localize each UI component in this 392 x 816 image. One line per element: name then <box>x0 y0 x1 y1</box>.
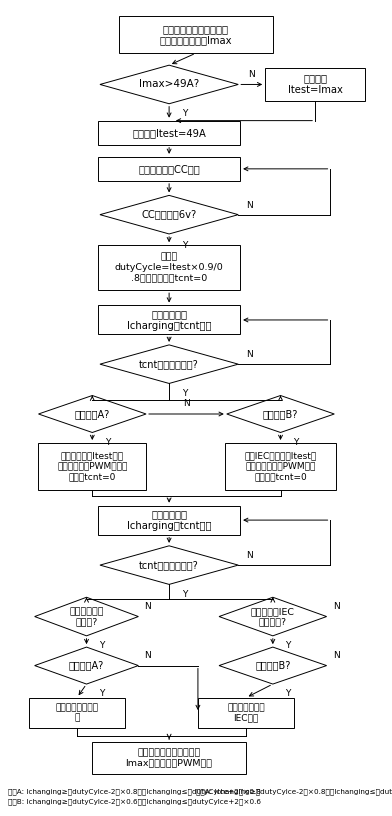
Polygon shape <box>34 647 138 684</box>
Polygon shape <box>219 647 327 684</box>
FancyBboxPatch shape <box>98 506 240 534</box>
Text: 测试电流Itest=49A: 测试电流Itest=49A <box>132 127 206 138</box>
Polygon shape <box>219 597 327 636</box>
Polygon shape <box>38 396 146 432</box>
Text: N: N <box>183 399 190 408</box>
Text: Y: Y <box>99 690 105 698</box>
Text: Y: Y <box>182 589 187 599</box>
Text: Y: Y <box>99 641 105 650</box>
Text: 设定标准类型为
IEC标准: 设定标准类型为 IEC标准 <box>227 703 265 723</box>
Polygon shape <box>227 396 334 432</box>
Text: N: N <box>333 651 339 660</box>
FancyBboxPatch shape <box>98 245 240 290</box>
Text: Y: Y <box>285 641 291 650</box>
Polygon shape <box>100 195 238 234</box>
Text: Y: Y <box>293 437 299 446</box>
Text: 上次检测为IEC
标准类型?: 上次检测为IEC 标准类型? <box>251 607 295 626</box>
Text: N: N <box>246 551 252 560</box>
FancyBboxPatch shape <box>98 305 240 335</box>
Text: 满足条件B?: 满足条件B? <box>255 661 290 671</box>
FancyBboxPatch shape <box>98 121 240 144</box>
Text: 条件A: Ichanging≥（dutyCylce-2）×0.8并且Ichanging≤（dutyCylce+2）×0.8: 条件A: Ichanging≥（dutyCylce-2）×0.8并且Ichang… <box>8 788 261 795</box>
Text: 按照检测的标准类型输出
Imax电流对应的PWM信号: 按照检测的标准类型输出 Imax电流对应的PWM信号 <box>125 748 212 768</box>
Polygon shape <box>100 345 238 384</box>
Text: N: N <box>246 201 252 210</box>
Text: Y: Y <box>285 690 291 698</box>
FancyBboxPatch shape <box>38 443 146 490</box>
Text: 满足条件B?: 满足条件B? <box>263 409 298 419</box>
Text: Y: Y <box>105 437 110 446</box>
FancyBboxPatch shape <box>29 698 125 728</box>
Text: CC信号等于6v?: CC信号等于6v? <box>142 210 197 220</box>
Text: 满足条件A?: 满足条件A? <box>74 409 110 419</box>
Text: 条件B: Ichanging≥（dutyCylce-2）×0.6并且Ichanging≤（dutyCylce+2）×0.6: 条件B: Ichanging≥（dutyCylce-2）×0.6并且Ichang… <box>8 798 261 805</box>
Text: 上次检测为国
标类型?: 上次检测为国 标类型? <box>69 607 104 626</box>
Text: tcnt大于设定时间?: tcnt大于设定时间? <box>139 359 199 369</box>
FancyBboxPatch shape <box>225 443 336 490</box>
FancyBboxPatch shape <box>265 69 365 100</box>
Text: Imax>49A?: Imax>49A? <box>139 79 199 90</box>
Text: Y: Y <box>182 388 187 397</box>
FancyBboxPatch shape <box>92 742 246 774</box>
Text: 测试电流
Itest=Imax: 测试电流 Itest=Imax <box>288 73 343 95</box>
FancyBboxPatch shape <box>198 698 294 728</box>
Text: 检测充电电流
Icharging，tcnt增加: 检测充电电流 Icharging，tcnt增加 <box>127 509 211 531</box>
FancyBboxPatch shape <box>98 157 240 181</box>
Polygon shape <box>34 597 138 636</box>
Text: N: N <box>145 651 151 660</box>
Text: N: N <box>248 69 255 78</box>
Text: N: N <box>145 602 151 611</box>
Text: 满足条件A?: 满足条件A? <box>69 661 104 671</box>
Text: 按照国标输出Itest电流
对应占空比的PWM信号并
输出，tcnt=0: 按照国标输出Itest电流 对应占空比的PWM信号并 输出，tcnt=0 <box>57 451 127 481</box>
Text: N: N <box>246 350 252 359</box>
Text: 检测充电电流
Icharging，tcnt增加: 检测充电电流 Icharging，tcnt增加 <box>127 309 211 330</box>
Text: Y: Y <box>182 109 187 118</box>
Text: 初始化，获取当前供电设
备可供电最大电流Imax: 初始化，获取当前供电设 备可供电最大电流Imax <box>160 24 232 46</box>
FancyBboxPatch shape <box>119 16 273 53</box>
Text: Y: Y <box>182 241 187 250</box>
Text: tcnt大于设定时间?: tcnt大于设定时间? <box>139 560 199 570</box>
Text: 条件A: Ichanging≥（dutyCylce-2）×0.8并且Ichanging≤（dutyCylce+2）×0.8: 条件A: Ichanging≥（dutyCylce-2）×0.8并且Ichang… <box>196 788 392 795</box>
Polygon shape <box>100 546 238 584</box>
Text: 检测充电接口CC信号: 检测充电接口CC信号 <box>138 164 200 174</box>
Text: 设定标准类型为国
标: 设定标准类型为国 标 <box>55 703 98 723</box>
Text: N: N <box>333 602 339 611</box>
Text: 占空比
dutyCycle=Itest×0.9/0
.8，时间计算器tcnt=0: 占空比 dutyCycle=Itest×0.9/0 .8，时间计算器tcnt=0 <box>115 253 223 282</box>
Polygon shape <box>100 65 238 104</box>
Text: 按照IEC标准输出Itest电
流对应占空比的PWM信号
并输出，tcnt=0: 按照IEC标准输出Itest电 流对应占空比的PWM信号 并输出，tcnt=0 <box>244 451 317 481</box>
